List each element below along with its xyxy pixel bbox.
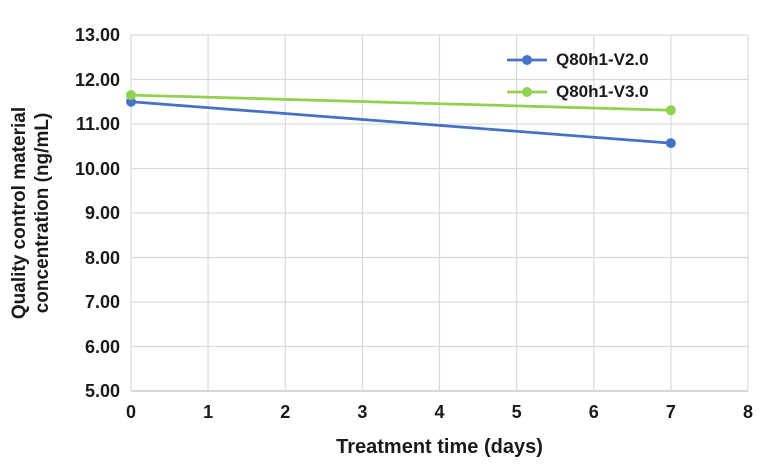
legend: Q80h1-V2.0 Q80h1-V3.0 [506,44,649,108]
legend-item-series-2: Q80h1-V3.0 [506,76,649,108]
x-tick-label: 5 [511,402,522,422]
y-tick-label: 11.00 [75,114,120,134]
x-tick-label: 7 [665,402,676,422]
legend-marker-line-icon [507,87,547,97]
legend-label: Q80h1-V2.0 [556,50,649,69]
y-tick-label: 8.00 [84,247,120,268]
x-axis-title: Treatment time (days) [336,436,543,458]
x-tick-label: 1 [203,402,214,422]
legend-item-series-1: Q80h1-V2.0 [506,44,649,76]
x-tick-label: 0 [125,402,136,422]
y-tick-label: 13.00 [74,25,120,45]
legend-label: Q80h1-V3.0 [556,82,649,101]
x-tick-label: 3 [357,402,368,422]
y-tick-label: 12.00 [74,69,120,90]
legend-marker-line-icon [507,55,547,65]
y-axis-title: Quality control material concentration (… [8,33,54,393]
y-tick-label: 10.00 [74,158,120,179]
y-tick-label: 6.00 [84,336,120,357]
x-tick-label: 8 [742,402,753,422]
y-tick-label: 5.00 [84,381,120,401]
y-axis-title-line-2: concentration (ng/mL) [32,112,53,314]
y-tick-label: 7.00 [84,292,120,312]
x-tick-label: 2 [280,402,291,422]
y-tick-label: 9.00 [84,203,120,223]
x-tick-label: 4 [434,402,445,422]
x-tick-label: 6 [588,402,599,422]
y-axis-title-line-1: Quality control material [9,106,30,320]
